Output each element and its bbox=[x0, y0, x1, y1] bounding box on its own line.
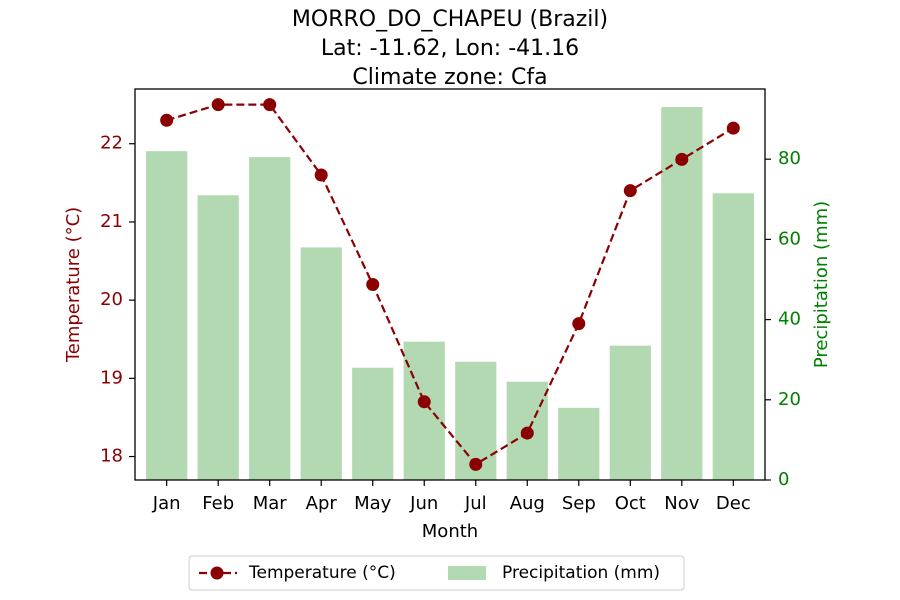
temperature-point bbox=[263, 98, 277, 112]
y-axis-right-label: Precipitation (mm) bbox=[811, 201, 832, 368]
x-tick-label: Aug bbox=[510, 493, 545, 514]
x-tick-label: Oct bbox=[615, 493, 646, 514]
precipitation-bar bbox=[300, 247, 342, 480]
y-left-tick-label: 22 bbox=[100, 133, 123, 154]
precipitation-bar bbox=[146, 151, 188, 480]
precipitation-bar bbox=[661, 107, 703, 481]
temperature-point bbox=[572, 317, 586, 331]
x-tick-label: Nov bbox=[664, 493, 699, 514]
temperature-line bbox=[160, 98, 740, 471]
legend-temperature-marker bbox=[210, 566, 224, 580]
x-tick-label: May bbox=[354, 493, 392, 514]
precipitation-bar bbox=[403, 341, 445, 480]
y-right-tick-label: 20 bbox=[778, 389, 801, 410]
temperature-point bbox=[623, 184, 637, 198]
temperature-point bbox=[417, 395, 431, 409]
y-right-tick-label: 60 bbox=[778, 228, 801, 249]
y-axis-left-label: Temperature (°C) bbox=[63, 207, 84, 363]
y-axis-left: 18 19 20 21 22 bbox=[100, 133, 135, 467]
precipitation-bar bbox=[352, 367, 394, 480]
x-axis-label: Month bbox=[422, 521, 478, 542]
chart-title: MORRO_DO_CHAPEU (Brazil) Lat: -11.62, Lon… bbox=[292, 7, 608, 90]
x-tick-label: Jul bbox=[464, 493, 487, 514]
x-tick-label: Feb bbox=[202, 493, 234, 514]
x-tick-label: Sep bbox=[562, 493, 596, 514]
x-tick-label: Jun bbox=[409, 493, 438, 514]
temperature-point bbox=[211, 98, 225, 112]
temperature-point bbox=[469, 457, 483, 471]
temperature-point bbox=[520, 426, 534, 440]
y-right-tick-label: 80 bbox=[778, 148, 801, 169]
temperature-point bbox=[160, 113, 174, 127]
precipitation-bar bbox=[197, 195, 239, 480]
temperature-point bbox=[314, 168, 328, 182]
x-axis: Jan Feb Mar Apr May Jun Jul Aug Sep Oct Nov Dec bbox=[152, 480, 751, 514]
legend-precipitation-patch bbox=[448, 566, 486, 580]
temperature-series-line bbox=[166, 103, 734, 466]
x-tick-label: Mar bbox=[253, 493, 288, 514]
y-axis-right: 0 20 40 60 80 bbox=[765, 148, 801, 490]
legend-precipitation-label: Precipitation (mm) bbox=[502, 563, 660, 583]
y-left-tick-label: 21 bbox=[100, 211, 123, 232]
precipitation-bars bbox=[146, 107, 754, 481]
title-line: Climate zone: Cfa bbox=[352, 65, 547, 90]
y-right-tick-label: 0 bbox=[778, 469, 789, 490]
plot-frame bbox=[134, 88, 766, 481]
legend-box bbox=[188, 555, 685, 591]
legend: Temperature (°C) Precipitation (mm) bbox=[188, 555, 685, 591]
precipitation-bar bbox=[712, 193, 754, 480]
y-left-tick-label: 18 bbox=[100, 446, 123, 467]
temperature-point bbox=[726, 121, 740, 135]
legend-temperature-label: Temperature (°C) bbox=[248, 563, 396, 583]
temperature-point bbox=[675, 152, 689, 166]
precipitation-bar bbox=[249, 157, 291, 480]
title-line: Lat: -11.62, Lon: -41.16 bbox=[321, 36, 579, 61]
x-tick-label: Dec bbox=[716, 493, 751, 514]
x-tick-label: Apr bbox=[306, 493, 338, 514]
y-right-tick-label: 40 bbox=[778, 309, 801, 330]
y-left-tick-label: 19 bbox=[100, 367, 123, 388]
precipitation-bar bbox=[609, 345, 651, 480]
temperature-point bbox=[366, 278, 380, 291]
x-tick-label: Jan bbox=[152, 493, 181, 514]
y-left-tick-label: 20 bbox=[100, 289, 123, 310]
title-line: MORRO_DO_CHAPEU (Brazil) bbox=[292, 7, 608, 32]
precipitation-bar bbox=[558, 407, 600, 480]
